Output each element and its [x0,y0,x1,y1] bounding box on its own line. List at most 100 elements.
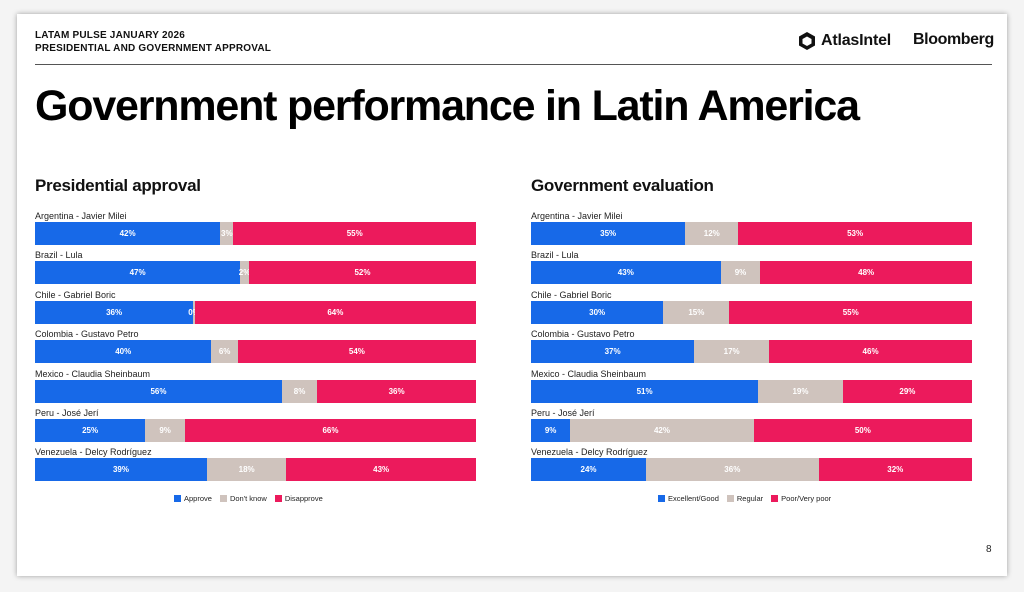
data-label: 43% [373,465,390,475]
atlasintel-logo-text: AtlasIntel [821,32,892,49]
page-number: 8 [986,544,992,555]
bar-segment-disapprove: 54% [237,340,476,364]
bar-segment-regular: 19% [758,379,843,403]
bar-segment-approve: 25% [35,418,146,442]
bar-row-colombia-gustavo-petro: Colombia - Gustavo Petro 40% 6% 54% [35,328,476,367]
data-label: 46% [862,347,879,357]
header-divider [35,64,992,65]
legend-swatch [771,495,779,502]
data-label: 18% [238,465,255,475]
data-label: 51% [636,386,653,396]
category-label: Brazil - Lula [531,250,579,261]
bar-segment-poor-very-poor: 48% [760,261,972,285]
atlasintel-logo: AtlasIntel [797,29,891,53]
chart-title-presidential-approval: Presidential approval [35,176,201,195]
bar-segment-regular: 36% [646,458,819,482]
legend-label: Excellent/Good [668,494,719,503]
bar-segment-excellent-good: 9% [531,418,571,442]
bar-segment-regular: 9% [720,261,761,285]
data-label: 43% [617,268,634,278]
bar-segment-regular: 42% [570,418,754,442]
bar-segment-approve: 42% [35,222,221,245]
bar-row-peru-jos-jer: Peru - José Jerí 9% 42% 50% [531,407,972,446]
bar-segment-approve: 39% [35,458,207,482]
bar-segment-don-t-know: 18% [206,458,287,482]
legend-item-excellent-good: Excellent/Good [658,494,719,503]
data-label: 25% [82,425,99,435]
data-label: 55% [346,229,363,238]
data-label: 52% [354,268,371,278]
bar-row-colombia-gustavo-petro: Colombia - Gustavo Petro 37% 17% 46% [531,328,972,367]
data-label: 30% [589,307,606,317]
data-label: 55% [842,307,859,317]
category-label: Argentina - Javier Milei [35,211,127,221]
bar-segment-excellent-good: 37% [531,340,695,364]
data-label: 47% [129,268,146,278]
bar-segment-disapprove: 43% [286,458,476,482]
page-title: Government performance in Latin America [35,82,860,130]
stacked-bar: 30% 15% 55% [531,300,972,324]
data-label: 6% [218,347,231,357]
bar-segment-don-t-know: 8% [281,379,318,403]
bar-segment-disapprove: 66% [184,418,476,442]
data-label: 32% [887,465,904,475]
legend-label: Regular [736,494,764,503]
bar-segment-poor-very-poor: 46% [769,340,972,364]
category-label: Mexico - Claudia Sheinbaum [35,368,151,379]
data-label: 64% [327,307,344,317]
data-label: 36% [388,386,405,396]
legend-item-disapprove: Disapprove [274,494,323,503]
bar-segment-disapprove: 64% [194,300,476,324]
data-label: 53% [847,229,864,238]
bar-segment-disapprove: 55% [233,222,476,245]
legend-swatch [219,495,227,502]
category-label: Colombia - Gustavo Petro [531,329,635,340]
stacked-bar: 43% 9% 48% [531,261,972,285]
bar-segment-don-t-know: 3% [220,222,234,245]
category-label: Brazil - Lula [35,250,83,261]
category-label: Chile - Gabriel Boric [531,289,612,300]
bar-row-mexico-claudia-sheinbaum: Mexico - Claudia Sheinbaum 51% 19% 29% [531,368,972,407]
data-label: 35% [600,229,617,238]
data-label: 8% [293,386,306,396]
bar-row-brazil-lula: Brazil - Lula 43% 9% 48% [531,249,972,288]
stacked-bar: 47% 2% 52% [35,261,476,285]
data-label: 48% [858,268,875,278]
data-label: 24% [580,465,597,475]
stacked-bar: 36% 0% 64% [35,300,476,324]
category-label: Chile - Gabriel Boric [35,289,116,300]
bar-row-mexico-claudia-sheinbaum: Mexico - Claudia Sheinbaum 56% 8% 36% [35,368,476,407]
data-label: 36% [724,465,741,475]
legend-label: Disapprove [284,494,323,503]
stacked-bar: 40% 6% 54% [35,340,476,364]
data-label: 56% [150,386,167,396]
bar-row-venezuela-delcy-rodr-guez: Venezuela - Delcy Rodríguez 24% 36% 32% [531,446,972,485]
data-label: 42% [653,425,670,435]
presidential-approval-chart: Argentina - Javier Milei 42% 3% 55% Brazil -… [35,210,476,486]
bar-segment-approve: 40% [35,340,212,364]
bar-segment-don-t-know: 0% [188,300,200,324]
data-label: 2% [238,268,251,278]
bar-segment-excellent-good: 51% [531,379,759,403]
data-label: 17% [723,347,740,357]
bar-segment-don-t-know: 2% [238,261,251,285]
category-label: Argentina - Javier Milei [531,211,623,221]
bar-row-argentina-javier-milei: Argentina - Javier Milei 35% 12% 53% [531,210,972,249]
data-label: 39% [112,465,129,475]
legend-item-approve: Approve [174,494,212,503]
slide: LATAM PULSE JANUARY 2026 PRESIDENTIAL AN… [17,14,1007,576]
bar-segment-excellent-good: 24% [531,458,647,482]
bar-segment-disapprove: 52% [248,261,476,285]
data-label: 42% [119,229,136,238]
stacked-bar: 42% 3% 55% [35,222,476,245]
bar-segment-regular: 17% [694,340,770,364]
legend-label: Approve [184,494,212,503]
legend-label: Poor/Very poor [781,494,832,503]
category-label: Venezuela - Delcy Rodríguez [35,447,152,458]
data-label: 12% [703,229,720,238]
atlasintel-mark-icon [799,32,815,50]
bar-segment-excellent-good: 30% [531,300,664,324]
data-label: 15% [688,307,705,317]
data-label: 66% [322,425,339,435]
bar-segment-poor-very-poor: 55% [729,300,972,324]
